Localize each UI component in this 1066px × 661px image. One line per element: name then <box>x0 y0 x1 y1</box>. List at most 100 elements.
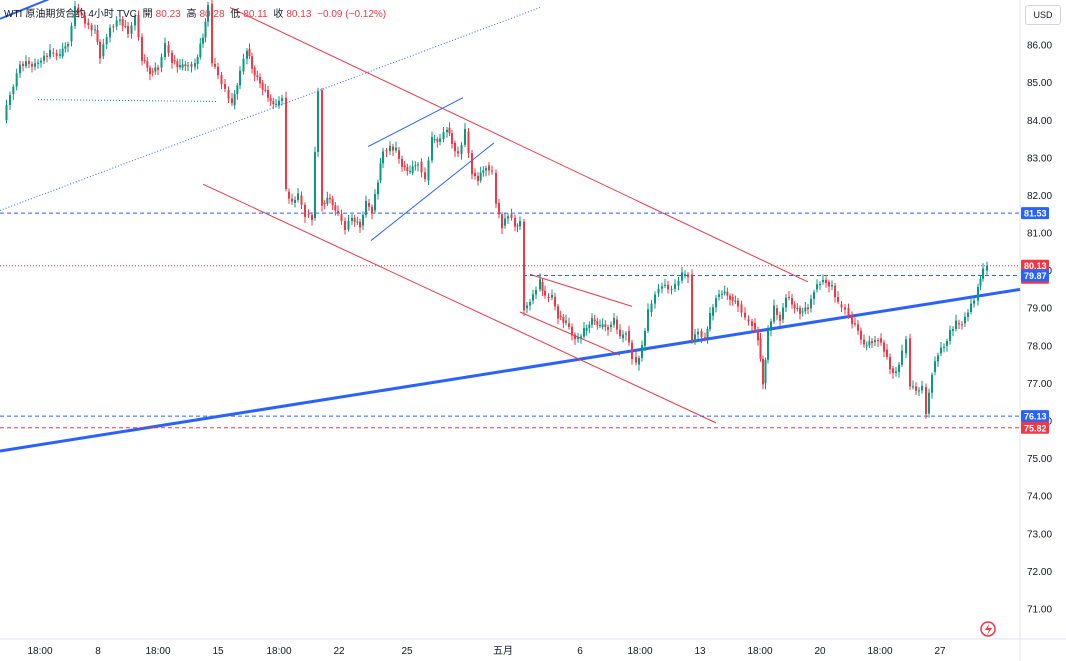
candle-body <box>385 150 388 152</box>
candle-body <box>119 19 121 21</box>
candle-body <box>395 147 397 151</box>
candle-body <box>272 101 275 105</box>
x-tick-label: 6 <box>577 646 583 657</box>
candle-body <box>757 329 759 341</box>
candle-body <box>269 97 272 102</box>
candle-body <box>431 137 433 161</box>
candle-body <box>918 390 920 392</box>
candle-body <box>674 284 676 289</box>
candle-body <box>457 151 459 154</box>
candle-body <box>625 333 627 335</box>
candle-body <box>934 361 936 373</box>
candle-body <box>46 55 48 57</box>
candle-body <box>650 303 653 312</box>
candle-body <box>389 145 391 152</box>
candle-body <box>427 160 430 181</box>
level-79-87-tag <box>1021 269 1049 282</box>
rising-channel-upper[interactable] <box>367 97 464 148</box>
upper-blue-line[interactable] <box>0 0 75 20</box>
candle-body <box>224 84 226 89</box>
candle-body <box>921 385 923 391</box>
candle-body <box>146 61 149 68</box>
candle-body <box>314 152 316 219</box>
close-value: 80.13 <box>286 9 312 20</box>
candle-body <box>677 280 680 286</box>
candle-body <box>64 46 67 49</box>
candle-body <box>973 300 975 304</box>
candle-body <box>529 302 531 306</box>
y-tick-label: 79.00 <box>1027 304 1052 315</box>
symbol[interactable]: WTI <box>4 9 23 20</box>
candle-body <box>510 214 513 218</box>
candle-body <box>949 330 951 342</box>
candle-body <box>791 297 793 305</box>
candle-body <box>804 307 807 312</box>
falling-wedge-lower[interactable] <box>519 311 621 356</box>
candle-body <box>321 90 323 206</box>
candle-body <box>816 284 818 290</box>
candle-body <box>479 172 482 181</box>
candle-body <box>495 172 497 204</box>
candle-body <box>239 70 241 86</box>
candle-body <box>28 61 30 64</box>
candle-body <box>9 94 11 106</box>
candle-body <box>670 288 673 290</box>
support-trendline[interactable] <box>0 287 1021 453</box>
candle-body <box>326 197 329 204</box>
candle-body <box>401 158 403 167</box>
candle-body <box>59 54 61 56</box>
candle-body <box>105 37 108 45</box>
y-tick-label: 86.00 <box>1027 41 1052 52</box>
green-dotted-line[interactable] <box>37 99 219 102</box>
candle-body <box>544 290 546 296</box>
candle-body <box>398 150 400 159</box>
candle-body <box>740 304 743 313</box>
candle-body <box>460 144 463 155</box>
candle-body <box>442 132 445 140</box>
candle-body <box>334 205 337 211</box>
candle-body <box>610 324 612 328</box>
candle-body <box>171 52 173 63</box>
candle-body <box>901 350 903 365</box>
plot-area[interactable] <box>0 0 1020 639</box>
candle-body <box>751 321 753 326</box>
candle-body <box>982 268 984 279</box>
dotted-trendline[interactable] <box>0 7 541 211</box>
candle-body <box>834 285 836 298</box>
symbol-name: 原油期货合约 <box>25 9 86 20</box>
candle-body <box>22 63 24 66</box>
candle-body <box>307 214 310 216</box>
candle-body <box>541 281 544 291</box>
candle-body <box>828 281 830 287</box>
lightning-icon[interactable] <box>980 621 996 637</box>
rising-channel-lower[interactable] <box>370 142 495 241</box>
candle-body <box>5 105 8 121</box>
channel-upper[interactable] <box>229 7 809 283</box>
candle-body <box>694 334 696 343</box>
candle-body <box>382 151 384 164</box>
candle-body <box>451 133 453 144</box>
channel-lower[interactable] <box>202 183 717 424</box>
currency-button[interactable]: USD <box>1025 5 1061 25</box>
candle-body <box>291 198 293 202</box>
falling-wedge-upper[interactable] <box>529 273 633 307</box>
candle-body <box>371 206 373 214</box>
candle-body <box>979 278 982 286</box>
candle-body <box>955 320 957 330</box>
candle-body <box>374 194 376 211</box>
candle-body <box>87 22 90 26</box>
candle-body <box>403 165 406 168</box>
x-tick-label: 15 <box>212 646 224 657</box>
candle-body <box>601 324 604 328</box>
candle-body <box>99 41 101 59</box>
candle-body <box>199 43 202 58</box>
candle-body <box>880 338 882 343</box>
candle-body <box>121 18 124 26</box>
candle-body <box>773 305 775 322</box>
candle-body <box>886 349 888 357</box>
candle-body <box>909 338 911 387</box>
candle-body <box>562 316 565 323</box>
candle-body <box>49 49 51 57</box>
candle-body <box>317 91 319 153</box>
